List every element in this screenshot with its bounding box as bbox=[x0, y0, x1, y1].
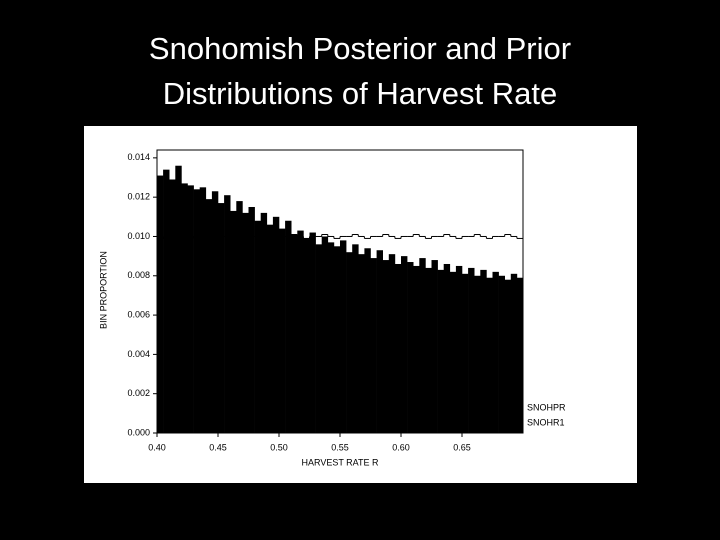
x-tick-label: 0.65 bbox=[453, 442, 471, 452]
bar bbox=[504, 279, 512, 433]
slide-title: Snohomish Posterior and Prior Distributi… bbox=[148, 31, 572, 111]
bar bbox=[297, 230, 304, 433]
y-axis-label: BIN PROPORTION bbox=[98, 251, 108, 329]
bar bbox=[291, 234, 298, 433]
bar bbox=[425, 267, 432, 433]
y-tick-label: 0.014 bbox=[127, 152, 150, 162]
bar bbox=[376, 250, 383, 433]
bar bbox=[364, 248, 371, 433]
legend-label: SNOHR1 bbox=[527, 417, 565, 427]
bar bbox=[169, 179, 176, 433]
bar bbox=[419, 258, 426, 433]
bar bbox=[272, 216, 280, 433]
bar bbox=[333, 246, 341, 433]
bar bbox=[242, 212, 249, 433]
y-tick-label: 0.012 bbox=[127, 192, 150, 202]
bar bbox=[321, 236, 329, 433]
bar bbox=[218, 203, 225, 433]
x-tick-label: 0.40 bbox=[148, 442, 166, 452]
bar bbox=[187, 185, 194, 433]
x-tick-label: 0.45 bbox=[209, 442, 227, 452]
bar bbox=[205, 199, 213, 433]
bar bbox=[431, 260, 438, 433]
bar bbox=[157, 175, 164, 433]
bar bbox=[199, 187, 207, 433]
y-tick-label: 0.008 bbox=[127, 270, 150, 280]
y-tick-label: 0.004 bbox=[127, 349, 150, 359]
bar bbox=[449, 271, 457, 433]
x-tick-label: 0.60 bbox=[392, 442, 410, 452]
y-tick-label: 0.006 bbox=[127, 309, 150, 319]
bar bbox=[181, 183, 188, 433]
bar bbox=[211, 191, 219, 433]
bar bbox=[462, 273, 469, 433]
y-tick-label: 0.002 bbox=[127, 388, 150, 398]
bar bbox=[382, 260, 390, 433]
bar bbox=[260, 212, 268, 433]
x-axis-label: HARVEST RATE R bbox=[301, 457, 379, 467]
bar bbox=[486, 277, 493, 433]
y-tick-label: 0.000 bbox=[127, 427, 150, 437]
bar bbox=[401, 256, 408, 433]
bar bbox=[163, 169, 170, 433]
bar bbox=[236, 201, 243, 433]
x-tick-label: 0.50 bbox=[270, 442, 288, 452]
bar bbox=[492, 271, 499, 433]
bar bbox=[309, 232, 316, 433]
bar bbox=[510, 273, 518, 433]
x-tick-label: 0.55 bbox=[331, 442, 349, 452]
bar bbox=[224, 195, 231, 433]
bar bbox=[498, 275, 505, 433]
bar bbox=[266, 224, 274, 433]
bar bbox=[516, 277, 524, 433]
bar bbox=[468, 267, 475, 433]
bar bbox=[279, 228, 286, 433]
bar bbox=[175, 165, 182, 433]
bar bbox=[315, 244, 322, 433]
bar bbox=[388, 254, 396, 433]
bar bbox=[437, 269, 444, 433]
bar bbox=[248, 206, 255, 433]
bar bbox=[407, 262, 414, 433]
bar bbox=[230, 210, 237, 433]
bar bbox=[352, 244, 359, 433]
bar bbox=[455, 265, 463, 433]
bar bbox=[474, 275, 481, 433]
bar bbox=[303, 238, 310, 433]
bar bbox=[370, 258, 377, 433]
bar bbox=[394, 263, 402, 433]
bar bbox=[340, 240, 347, 433]
bar bbox=[193, 189, 200, 433]
bar bbox=[254, 220, 261, 433]
bar bbox=[285, 220, 292, 433]
bar bbox=[346, 252, 353, 433]
bar bbox=[413, 265, 420, 433]
bar bbox=[480, 269, 487, 433]
y-tick-label: 0.010 bbox=[127, 231, 150, 241]
bar bbox=[443, 263, 451, 433]
bar bbox=[358, 254, 365, 433]
legend-label: SNOHPR bbox=[527, 402, 566, 412]
bar bbox=[327, 242, 335, 433]
